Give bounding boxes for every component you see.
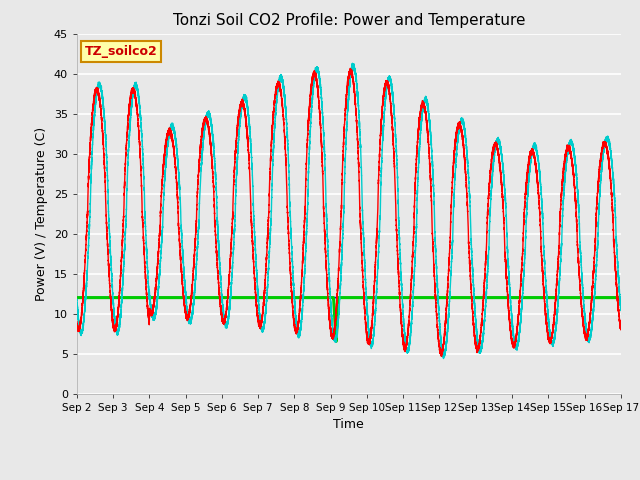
Text: TZ_soilco2: TZ_soilco2 xyxy=(85,45,157,58)
X-axis label: Time: Time xyxy=(333,418,364,431)
Legend: CR23X Temperature, CR23X Voltage, CR10X Voltage, CR10X Temperature: CR23X Temperature, CR23X Voltage, CR10X … xyxy=(81,477,616,480)
Y-axis label: Power (V) / Temperature (C): Power (V) / Temperature (C) xyxy=(35,127,48,300)
Title: Tonzi Soil CO2 Profile: Power and Temperature: Tonzi Soil CO2 Profile: Power and Temper… xyxy=(173,13,525,28)
